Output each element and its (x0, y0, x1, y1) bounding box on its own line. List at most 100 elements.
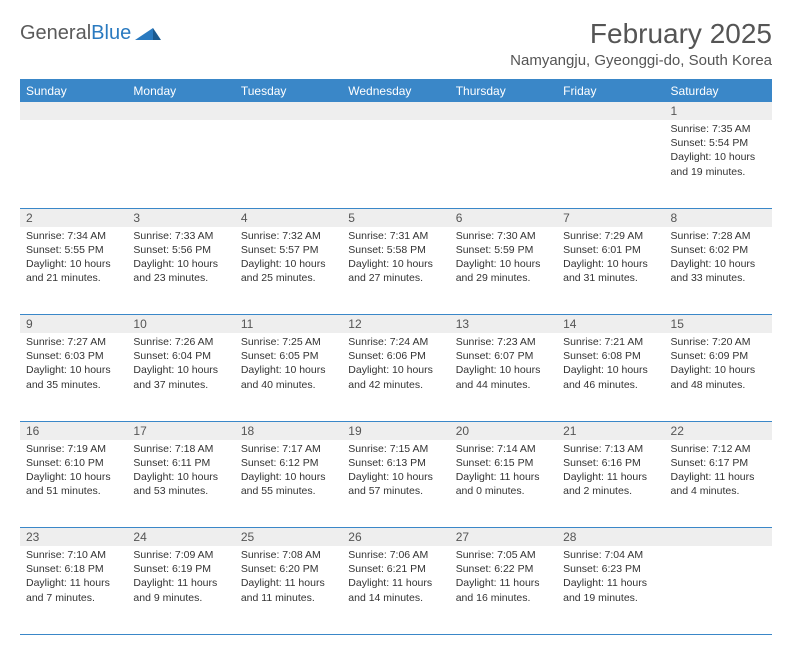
day-number: 4 (235, 209, 342, 227)
day-line: Sunrise: 7:19 AM (26, 442, 121, 456)
day-number-cell: 11 (235, 315, 342, 334)
day-number-cell: 21 (557, 421, 664, 440)
day-cell: Sunrise: 7:27 AMSunset: 6:03 PMDaylight:… (20, 333, 127, 421)
day-line: Daylight: 10 hours and 25 minutes. (241, 257, 336, 285)
day-line: Sunset: 6:04 PM (133, 349, 228, 363)
day-number-cell: 22 (665, 421, 772, 440)
day-line: Sunrise: 7:14 AM (456, 442, 551, 456)
day-line: Daylight: 11 hours and 9 minutes. (133, 576, 228, 604)
day-content: Sunrise: 7:06 AMSunset: 6:21 PMDaylight:… (342, 546, 449, 609)
week-number-row: 1 (20, 102, 772, 120)
day-cell: Sunrise: 7:30 AMSunset: 5:59 PMDaylight:… (450, 227, 557, 315)
day-number: 13 (450, 315, 557, 333)
day-line: Daylight: 10 hours and 55 minutes. (241, 470, 336, 498)
day-number: 6 (450, 209, 557, 227)
day-line: Sunset: 6:19 PM (133, 562, 228, 576)
day-number: 24 (127, 528, 234, 546)
day-content: Sunrise: 7:33 AMSunset: 5:56 PMDaylight:… (127, 227, 234, 290)
day-line: Daylight: 10 hours and 19 minutes. (671, 150, 766, 178)
day-line: Sunset: 6:15 PM (456, 456, 551, 470)
day-line: Daylight: 10 hours and 29 minutes. (456, 257, 551, 285)
day-line: Sunrise: 7:04 AM (563, 548, 658, 562)
day-number: 18 (235, 422, 342, 440)
day-content: Sunrise: 7:19 AMSunset: 6:10 PMDaylight:… (20, 440, 127, 503)
day-line: Sunrise: 7:26 AM (133, 335, 228, 349)
day-number (235, 102, 342, 120)
day-line: Sunrise: 7:06 AM (348, 548, 443, 562)
day-line: Sunset: 6:06 PM (348, 349, 443, 363)
day-cell: Sunrise: 7:10 AMSunset: 6:18 PMDaylight:… (20, 546, 127, 634)
calendar-head: SundayMondayTuesdayWednesdayThursdayFrid… (20, 80, 772, 103)
day-number (557, 102, 664, 120)
day-content: Sunrise: 7:26 AMSunset: 6:04 PMDaylight:… (127, 333, 234, 396)
day-line: Daylight: 10 hours and 57 minutes. (348, 470, 443, 498)
day-content: Sunrise: 7:13 AMSunset: 6:16 PMDaylight:… (557, 440, 664, 503)
day-number-cell: 27 (450, 528, 557, 547)
day-content: Sunrise: 7:28 AMSunset: 6:02 PMDaylight:… (665, 227, 772, 290)
day-line: Sunrise: 7:23 AM (456, 335, 551, 349)
day-content (557, 120, 664, 126)
day-line: Sunset: 6:23 PM (563, 562, 658, 576)
day-line: Sunset: 6:21 PM (348, 562, 443, 576)
day-cell: Sunrise: 7:14 AMSunset: 6:15 PMDaylight:… (450, 440, 557, 528)
day-line: Daylight: 10 hours and 31 minutes. (563, 257, 658, 285)
day-number-cell: 18 (235, 421, 342, 440)
day-line: Sunrise: 7:34 AM (26, 229, 121, 243)
day-content: Sunrise: 7:14 AMSunset: 6:15 PMDaylight:… (450, 440, 557, 503)
day-cell: Sunrise: 7:31 AMSunset: 5:58 PMDaylight:… (342, 227, 449, 315)
day-cell: Sunrise: 7:06 AMSunset: 6:21 PMDaylight:… (342, 546, 449, 634)
day-number: 26 (342, 528, 449, 546)
day-line: Daylight: 10 hours and 46 minutes. (563, 363, 658, 391)
weekday-header: Wednesday (342, 80, 449, 103)
day-line: Sunset: 5:55 PM (26, 243, 121, 257)
day-line: Daylight: 11 hours and 0 minutes. (456, 470, 551, 498)
week-content-row: Sunrise: 7:10 AMSunset: 6:18 PMDaylight:… (20, 546, 772, 634)
weekday-header: Saturday (665, 80, 772, 103)
title-block: February 2025 Namyangju, Gyeonggi-do, So… (510, 18, 772, 69)
day-content: Sunrise: 7:20 AMSunset: 6:09 PMDaylight:… (665, 333, 772, 396)
day-line: Sunrise: 7:21 AM (563, 335, 658, 349)
day-line: Sunset: 6:20 PM (241, 562, 336, 576)
day-line: Sunrise: 7:10 AM (26, 548, 121, 562)
calendar-table: SundayMondayTuesdayWednesdayThursdayFrid… (20, 79, 772, 635)
day-number (20, 102, 127, 120)
day-number: 9 (20, 315, 127, 333)
week-number-row: 2345678 (20, 208, 772, 227)
day-number: 22 (665, 422, 772, 440)
day-line: Sunset: 6:11 PM (133, 456, 228, 470)
day-cell (127, 120, 234, 208)
day-number-cell: 17 (127, 421, 234, 440)
day-cell: Sunrise: 7:12 AMSunset: 6:17 PMDaylight:… (665, 440, 772, 528)
day-line: Sunset: 5:58 PM (348, 243, 443, 257)
day-line: Daylight: 10 hours and 40 minutes. (241, 363, 336, 391)
day-number-cell (450, 102, 557, 120)
day-line: Sunrise: 7:24 AM (348, 335, 443, 349)
day-number: 5 (342, 209, 449, 227)
day-cell (342, 120, 449, 208)
day-number-cell: 5 (342, 208, 449, 227)
day-line: Daylight: 11 hours and 16 minutes. (456, 576, 551, 604)
page-header: GeneralBlue February 2025 Namyangju, Gye… (20, 18, 772, 69)
day-cell: Sunrise: 7:17 AMSunset: 6:12 PMDaylight:… (235, 440, 342, 528)
day-number-cell: 13 (450, 315, 557, 334)
page-subtitle: Namyangju, Gyeonggi-do, South Korea (510, 52, 772, 69)
day-cell: Sunrise: 7:28 AMSunset: 6:02 PMDaylight:… (665, 227, 772, 315)
day-cell (20, 120, 127, 208)
day-content: Sunrise: 7:34 AMSunset: 5:55 PMDaylight:… (20, 227, 127, 290)
day-number: 25 (235, 528, 342, 546)
day-cell: Sunrise: 7:05 AMSunset: 6:22 PMDaylight:… (450, 546, 557, 634)
day-line: Sunrise: 7:33 AM (133, 229, 228, 243)
day-cell: Sunrise: 7:13 AMSunset: 6:16 PMDaylight:… (557, 440, 664, 528)
page-title: February 2025 (510, 18, 772, 50)
day-number-cell: 19 (342, 421, 449, 440)
day-content: Sunrise: 7:29 AMSunset: 6:01 PMDaylight:… (557, 227, 664, 290)
day-cell: Sunrise: 7:04 AMSunset: 6:23 PMDaylight:… (557, 546, 664, 634)
day-content (450, 120, 557, 126)
day-cell: Sunrise: 7:26 AMSunset: 6:04 PMDaylight:… (127, 333, 234, 421)
day-line: Sunrise: 7:15 AM (348, 442, 443, 456)
day-number-cell: 7 (557, 208, 664, 227)
day-line: Sunrise: 7:32 AM (241, 229, 336, 243)
day-line: Sunset: 6:17 PM (671, 456, 766, 470)
week-content-row: Sunrise: 7:35 AMSunset: 5:54 PMDaylight:… (20, 120, 772, 208)
day-cell: Sunrise: 7:19 AMSunset: 6:10 PMDaylight:… (20, 440, 127, 528)
